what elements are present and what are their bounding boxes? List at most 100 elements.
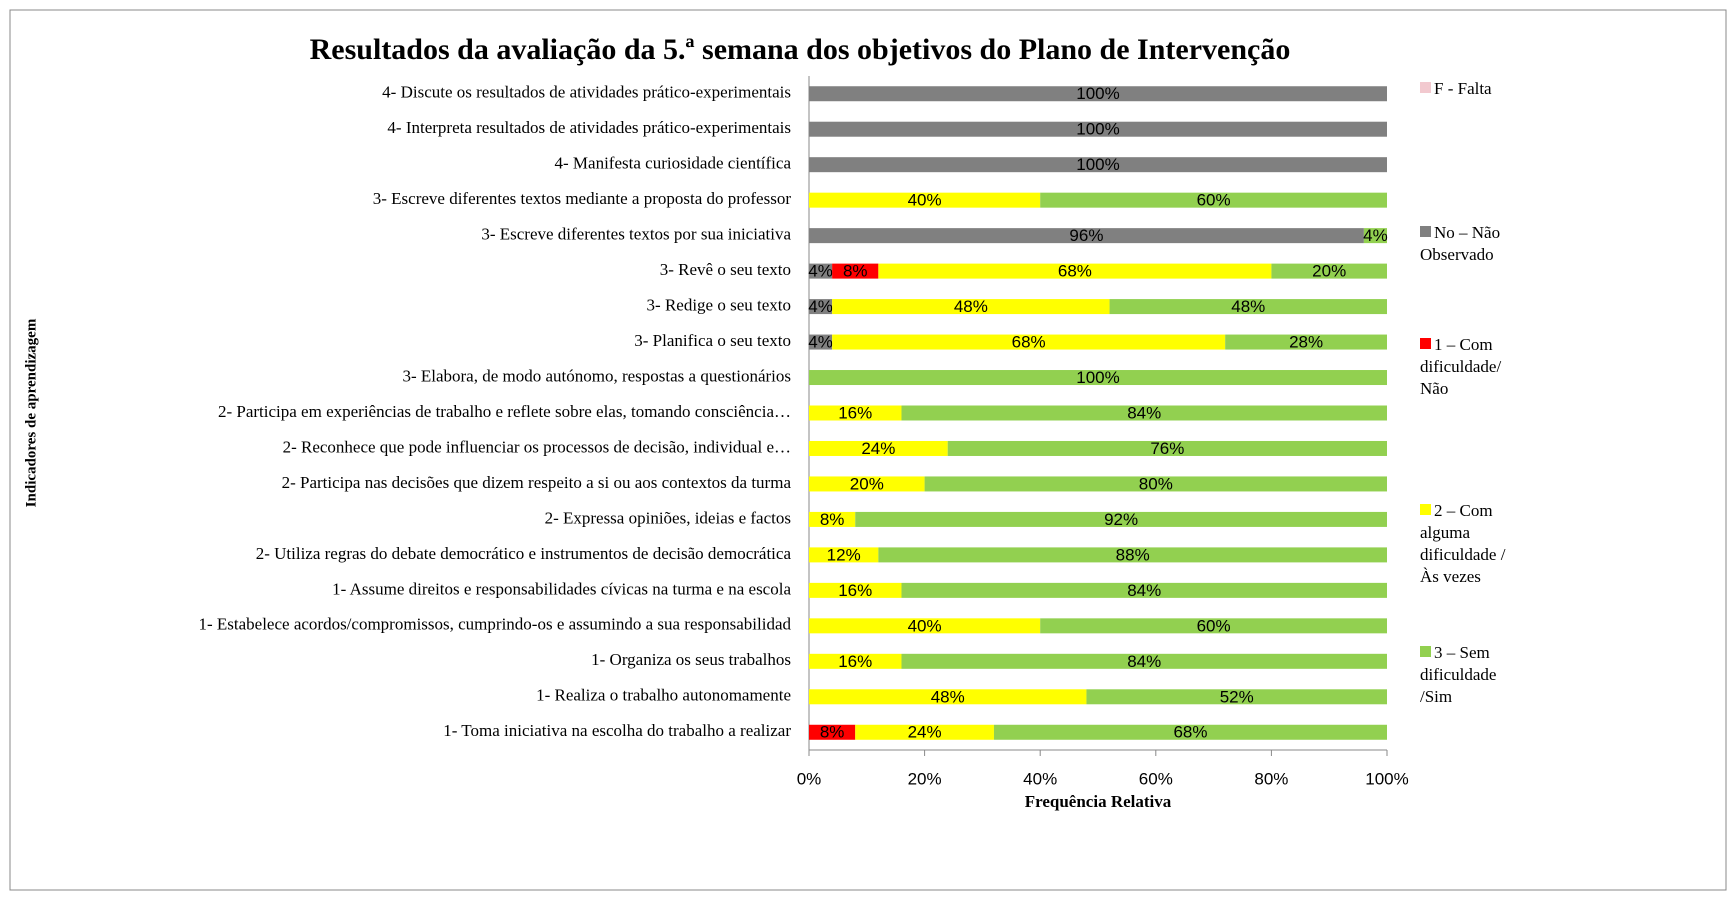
bar-segment	[809, 582, 902, 598]
x-tick-label: 100%	[1365, 769, 1408, 788]
data-label: 84%	[1127, 581, 1161, 600]
bar-segment	[832, 334, 1226, 350]
bar-segment	[809, 440, 948, 456]
category-label: 3- Redige o seu texto	[647, 295, 791, 314]
data-label: 16%	[838, 403, 872, 422]
bar-segment	[809, 689, 1087, 705]
bar-segment	[1271, 263, 1387, 279]
bar-segment	[809, 476, 925, 492]
data-label: 24%	[861, 439, 895, 458]
bar-segment	[809, 86, 1387, 102]
data-label: 28%	[1289, 333, 1323, 352]
category-label: 2- Participa nas decisões que dizem resp…	[282, 473, 792, 492]
data-label: 84%	[1127, 652, 1161, 671]
data-label: 88%	[1116, 545, 1150, 564]
data-label: 8%	[843, 262, 868, 281]
legend-label: F - Falta	[1434, 79, 1492, 98]
bar-segment	[1363, 228, 1387, 244]
bar-segment	[855, 511, 1387, 527]
data-label: 4%	[808, 297, 833, 316]
category-label: 3- Elabora, de modo autónomo, respostas …	[402, 366, 791, 385]
x-tick-label: 20%	[908, 769, 942, 788]
category-label: 1- Assume direitos e responsabilidades c…	[332, 579, 791, 598]
category-label: 3- Planifica o seu texto	[634, 331, 791, 350]
data-label: 12%	[827, 545, 861, 564]
bar-segment	[1086, 689, 1387, 705]
data-label: 16%	[838, 581, 872, 600]
data-label: 60%	[1197, 191, 1231, 210]
bar-segment	[809, 334, 833, 350]
bar-segment	[809, 547, 879, 563]
legend-label: 2 – Com alguma dificuldade / Às vezes	[1420, 501, 1506, 586]
data-label: 68%	[1058, 262, 1092, 281]
chart-title: Resultados da avaliação da 5.ª semana do…	[310, 33, 1291, 66]
bar-segment	[809, 299, 833, 315]
x-axis-title: Frequência Relativa	[1025, 792, 1172, 811]
data-label: 20%	[1312, 262, 1346, 281]
y-axis-title: Indicadores de aprendizagem	[23, 318, 39, 507]
data-label: 24%	[908, 723, 942, 742]
bar-segment	[878, 263, 1272, 279]
category-label: 4- Manifesta curiosidade científica	[555, 154, 792, 173]
legend-entry: No – Não Observado	[1420, 222, 1528, 266]
bar-segment	[901, 582, 1387, 598]
bar-segment	[809, 618, 1041, 634]
data-label: 100%	[1076, 84, 1119, 103]
data-label: 4%	[808, 333, 833, 352]
data-label: 4%	[1363, 226, 1388, 245]
category-label: 1- Realiza o trabalho autonomamente	[536, 686, 791, 705]
legend-swatch	[1420, 226, 1431, 237]
data-label: 16%	[838, 652, 872, 671]
bar-segment	[809, 511, 856, 527]
x-tick-label: 40%	[1023, 769, 1057, 788]
data-label: 76%	[1150, 439, 1184, 458]
category-label: 1- Estabelece acordos/compromissos, cump…	[198, 615, 791, 634]
data-label: 68%	[1173, 723, 1207, 742]
x-tick-label: 0%	[797, 769, 822, 788]
bar-segment	[901, 653, 1387, 669]
data-label: 48%	[1231, 297, 1265, 316]
legend-swatch	[1420, 82, 1431, 93]
category-label: 2- Utiliza regras do debate democrático …	[256, 544, 792, 563]
bar-segment	[924, 476, 1387, 492]
category-label: 4- Discute os resultados de atividades p…	[382, 83, 791, 102]
data-label: 100%	[1076, 120, 1119, 139]
legend-swatch	[1420, 338, 1431, 349]
bar-segment	[809, 405, 902, 421]
bar-segment	[947, 440, 1387, 456]
data-label: 8%	[820, 510, 845, 529]
legend-swatch	[1420, 504, 1431, 515]
legend-entry: F - Falta	[1420, 78, 1528, 100]
data-label: 8%	[820, 723, 845, 742]
bar-segment	[809, 653, 902, 669]
category-label: 3- Revê o seu texto	[660, 260, 791, 279]
bar-segment	[809, 192, 1041, 208]
data-label: 100%	[1076, 155, 1119, 174]
category-label: 2- Expressa opiniões, ideias e factos	[545, 508, 791, 527]
category-label: 2- Reconhece que pode influenciar os pro…	[283, 437, 791, 456]
legend-label: No – Não Observado	[1420, 223, 1501, 264]
bar-segment	[1109, 299, 1387, 315]
category-label: 3- Escreve diferentes textos por sua ini…	[481, 225, 791, 244]
legend-swatch	[1420, 646, 1431, 657]
data-label: 52%	[1220, 687, 1254, 706]
data-label: 48%	[954, 297, 988, 316]
bar-segment	[1225, 334, 1387, 350]
bar-segment	[809, 370, 1387, 386]
chart-frame	[9, 9, 1727, 891]
data-label: 20%	[850, 474, 884, 493]
category-label: 2- Participa em experiências de trabalho…	[218, 402, 791, 421]
data-label: 80%	[1139, 474, 1173, 493]
legend-entry: 1 – Com dificuldade/ Não	[1420, 334, 1528, 400]
bar-segment	[832, 263, 879, 279]
legend-label: 3 – Sem dificuldade /Sim	[1420, 643, 1497, 706]
data-label: 40%	[908, 191, 942, 210]
legend-label: 1 – Com dificuldade/ Não	[1420, 335, 1502, 398]
legend-entry: 3 – Sem dificuldade /Sim	[1420, 642, 1528, 708]
bar-segment	[1040, 618, 1387, 634]
data-label: 84%	[1127, 403, 1161, 422]
bar-segment	[809, 121, 1387, 137]
bar-segment	[1040, 192, 1387, 208]
bar-segment	[832, 299, 1110, 315]
